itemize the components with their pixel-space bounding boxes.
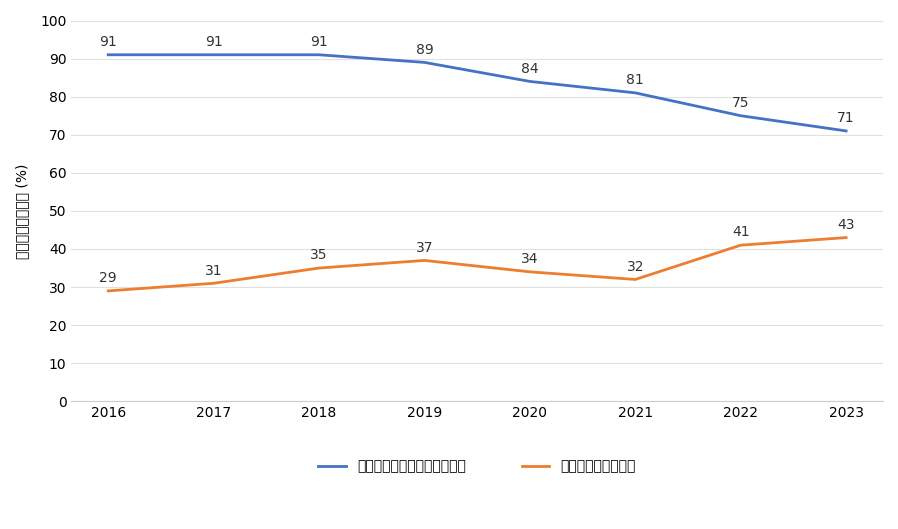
Text: 75: 75: [732, 96, 750, 110]
Text: 81: 81: [627, 73, 644, 87]
Text: 91: 91: [205, 35, 223, 49]
Text: 35: 35: [311, 248, 328, 262]
董事会多数成员独立于管理层: [841, 128, 851, 134]
Text: 43: 43: [837, 218, 855, 232]
Text: 32: 32: [627, 260, 644, 273]
董事会多数成员独立于管理层: [735, 113, 746, 119]
Text: 84: 84: [521, 62, 539, 76]
对董事投大量反对票: [313, 265, 324, 271]
对董事投大量反对票: [103, 288, 114, 294]
Y-axis label: 指标被标记的公司 (%): 指标被标记的公司 (%): [15, 163, 29, 259]
对董事投大量反对票: [735, 242, 746, 248]
董事会多数成员独立于管理层: [419, 59, 430, 66]
对董事投大量反对票: [841, 234, 851, 241]
Text: 91: 91: [310, 35, 328, 49]
Text: 34: 34: [521, 252, 539, 266]
对董事投大量反对票: [629, 276, 640, 282]
董事会多数成员独立于管理层: [629, 90, 640, 96]
Legend: 董事会多数成员独立于管理层, 对董事投大量反对票: 董事会多数成员独立于管理层, 对董事投大量反对票: [313, 454, 641, 479]
Text: 71: 71: [837, 111, 855, 125]
董事会多数成员独立于管理层: [313, 52, 324, 58]
Text: 89: 89: [416, 43, 434, 57]
Line: 董事会多数成员独立于管理层: 董事会多数成员独立于管理层: [109, 55, 846, 131]
董事会多数成员独立于管理层: [208, 52, 219, 58]
对董事投大量反对票: [208, 280, 219, 286]
对董事投大量反对票: [524, 269, 535, 275]
Text: 91: 91: [100, 35, 117, 49]
对董事投大量反对票: [419, 257, 430, 263]
Line: 对董事投大量反对票: 对董事投大量反对票: [109, 238, 846, 291]
Text: 29: 29: [100, 271, 117, 285]
Text: 41: 41: [732, 225, 750, 240]
Text: 31: 31: [205, 263, 223, 278]
Text: 37: 37: [416, 241, 433, 254]
董事会多数成员独立于管理层: [524, 78, 535, 85]
董事会多数成员独立于管理层: [103, 52, 114, 58]
